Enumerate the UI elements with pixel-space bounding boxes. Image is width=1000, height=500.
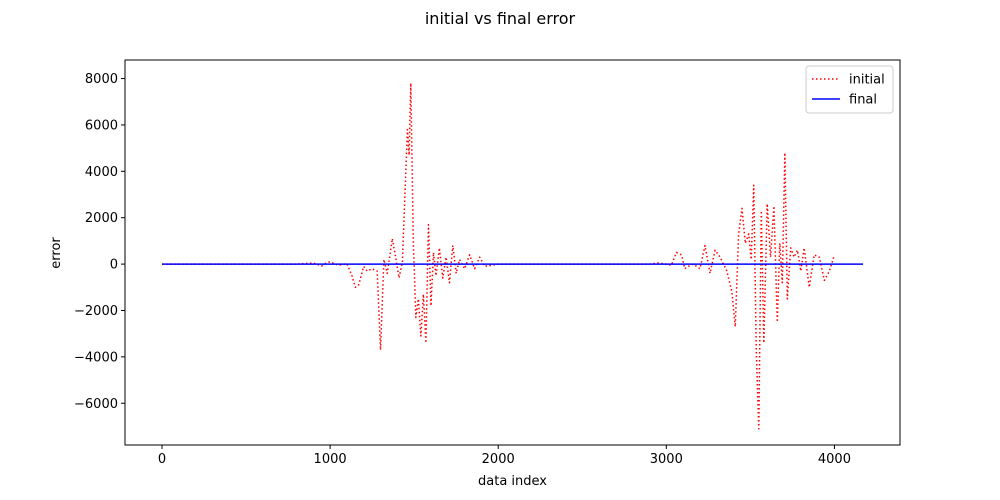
legend: initial final [805, 65, 894, 114]
x-tick-label: 1000 [314, 452, 347, 467]
legend-final-label: final [849, 93, 877, 108]
x-axis-label: data index [478, 474, 547, 489]
legend-initial-label: initial [849, 73, 885, 88]
y-tick-label: 0 [110, 258, 118, 273]
y-tick-label: −4000 [74, 350, 118, 365]
x-tick-label: 4000 [818, 452, 851, 467]
plot-frame [124, 59, 901, 446]
y-tick-label: −6000 [74, 397, 118, 412]
y-tick-label: 6000 [85, 118, 118, 133]
x-axis: 0 1000 2000 3000 4000 [158, 445, 851, 467]
x-tick-label: 2000 [482, 452, 515, 467]
legend-box [805, 65, 894, 114]
series-initial-line [161, 82, 836, 430]
y-tick-label: 8000 [85, 72, 118, 87]
x-tick-label: 0 [158, 452, 166, 467]
y-axis-label: error [49, 237, 64, 269]
y-tick-label: 2000 [85, 211, 118, 226]
chart-title: initial vs final error [425, 9, 576, 28]
x-tick-label: 3000 [650, 452, 683, 467]
y-tick-label: −2000 [74, 304, 118, 319]
y-tick-label: 4000 [85, 165, 118, 180]
plot-area [124, 59, 901, 446]
y-axis: −6000 −4000 −2000 0 2000 4000 6000 8000 [74, 72, 125, 412]
